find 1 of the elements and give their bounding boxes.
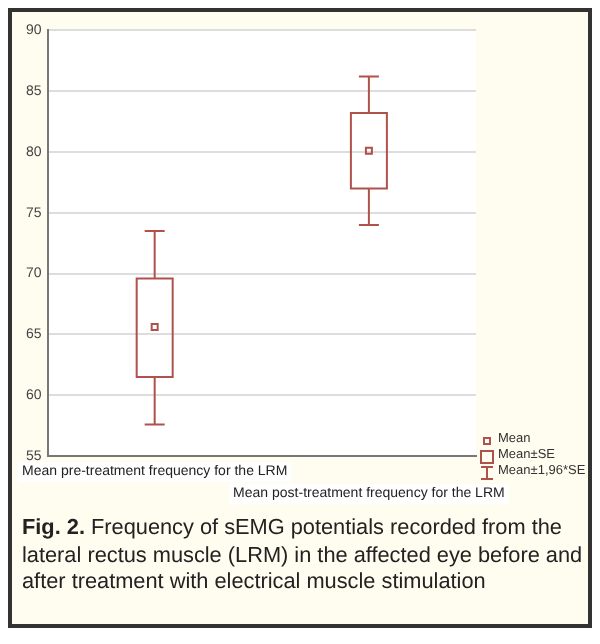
caption: Fig. 2. (22, 516, 85, 540)
